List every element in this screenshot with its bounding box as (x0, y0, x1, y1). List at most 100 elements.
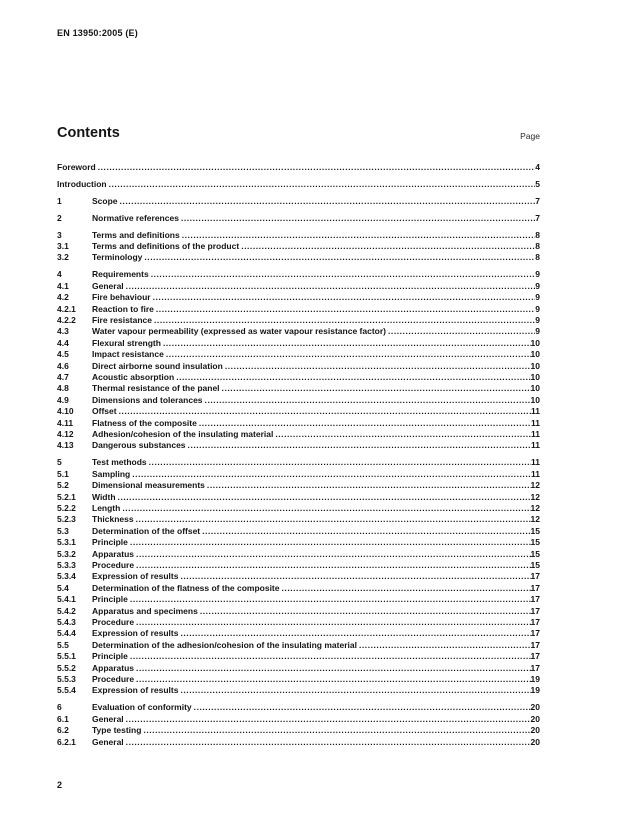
toc-entry-page: 9 (535, 303, 540, 314)
toc-entry: 6.2 Type testing 20 (57, 725, 540, 736)
toc-group: 5 Test methods 11 5.1 Sampling 11 5.2 Di… (57, 457, 540, 697)
toc-entry-number: 5.4.3 (57, 617, 76, 628)
toc-entry-number: 5 (57, 457, 62, 468)
toc-entry-page: 12 (530, 514, 540, 525)
toc-entry-page: 17 (530, 605, 540, 616)
toc-entry: 4.7 Acoustic absorption 10 (57, 372, 540, 383)
toc-entry-page: 10 (530, 349, 540, 360)
toc-entry-page: 15 (530, 525, 540, 536)
toc-entry-number: 5.2 (57, 480, 69, 491)
toc-dot-leader-icon (119, 406, 531, 417)
toc-entry: 5.5.1 Principle 17 (57, 651, 540, 662)
toc-entry-page: 8 (535, 252, 540, 263)
toc-entry-title: Introduction (57, 178, 107, 189)
toc-entry-number: 4.1 (57, 280, 69, 291)
page-column-label: Page (520, 131, 540, 141)
toc-dot-leader-icon (200, 606, 531, 617)
toc-group: Introduction 5 (57, 179, 540, 190)
toc-dot-leader-icon (149, 457, 531, 468)
toc-entry-page: 17 (530, 617, 540, 628)
toc-entry-title: Dimensional measurements (92, 480, 205, 491)
toc-entry-number: 5.5.1 (57, 651, 76, 662)
toc-entry: 1 Scope 7 (57, 196, 540, 207)
toc-entry-title: Impact resistance (92, 349, 164, 360)
toc-entry-page: 17 (530, 571, 540, 582)
toc-entry-page: 17 (530, 639, 540, 650)
toc-dot-leader-icon (126, 714, 531, 725)
toc-entry-number: 5.4.1 (57, 594, 76, 605)
toc-entry-title: General (92, 713, 124, 724)
toc-entry-title: Procedure (92, 674, 135, 685)
toc-dot-leader-icon (282, 583, 531, 594)
toc-entry: 4.6 Direct airborne sound insulation 10 (57, 361, 540, 372)
toc-dot-leader-icon (153, 292, 536, 303)
toc-entry-page: 11 (531, 457, 540, 468)
toc-dot-leader-icon (176, 372, 530, 383)
toc-entry-number: 5.5.2 (57, 662, 76, 673)
toc-entry-page: 9 (535, 280, 540, 291)
toc-entry: 5.4 Determination of the flatness of the… (57, 583, 540, 594)
toc-dot-leader-icon (136, 549, 530, 560)
toc-entry-title: Principle (92, 651, 128, 662)
toc-entry-page: 7 (535, 195, 540, 206)
toc-dot-leader-icon (181, 213, 535, 224)
toc-dot-leader-icon (136, 560, 530, 571)
toc-entry-number: 4.7 (57, 372, 69, 382)
toc-entry: 5.2.3 Thickness 12 (57, 514, 540, 525)
toc-entry: 5 Test methods 11 (57, 457, 540, 468)
toc-entry-title: Terminology (92, 252, 143, 263)
toc-dot-leader-icon (180, 685, 530, 696)
toc-entry-number: 5.3.2 (57, 548, 76, 559)
toc-entry-page: 11 (531, 406, 540, 417)
toc-entry: 5.2.2 Length 12 (57, 503, 540, 514)
toc-dot-leader-icon (126, 281, 536, 292)
toc-entry: 4.3 Water vapour permeability (expressed… (57, 326, 540, 337)
toc-entry-number: 4.11 (57, 417, 74, 428)
toc-entry-page: 4 (535, 162, 540, 172)
toc-entry: 4.10 Offset 11 (57, 406, 540, 417)
toc-entry: 5.3.2 Apparatus 15 (57, 549, 540, 560)
toc-entry-title: Flatness of the composite (92, 417, 197, 428)
toc-entry-number: 5.2.2 (57, 502, 76, 513)
toc-entry: 4.2 Fire behaviour 9 (57, 292, 540, 303)
toc-entry-number: 5.3 (57, 525, 69, 536)
toc-entry-number: 5.5.4 (57, 685, 76, 696)
toc-entry: 5.1 Sampling 11 (57, 469, 540, 480)
toc-entry-page: 17 (530, 662, 540, 673)
toc-entry-number: 1 (57, 195, 62, 206)
toc-dot-leader-icon (136, 617, 530, 628)
toc-entry-title: Length (92, 502, 121, 513)
toc-dot-leader-icon (126, 737, 531, 748)
toc-entry-number: 5.3.3 (57, 560, 76, 570)
toc-entry-page: 10 (530, 360, 540, 371)
toc-entry: Introduction 5 (57, 179, 540, 190)
toc-entry-title: General (92, 280, 124, 291)
toc-entry: 5.5.4 Expression of results 19 (57, 685, 540, 696)
toc-entry-number: 4.13 (57, 440, 74, 451)
toc-entry-number: 5.3.4 (57, 571, 76, 582)
toc-entry-number: 4.9 (57, 394, 69, 405)
toc-entry-number: 5.4.2 (57, 605, 76, 616)
toc-dot-leader-icon (182, 230, 536, 241)
toc-entry: 4.1 General 9 (57, 281, 540, 292)
toc-entry-number: 4.2 (57, 292, 69, 303)
toc-entry-number: 3.2 (57, 252, 69, 263)
toc-entry: 5.3.3 Procedure 15 (57, 560, 540, 571)
toc-entry: 4.11 Flatness of the composite 11 (57, 418, 540, 429)
toc-entry-page: 9 (535, 292, 540, 303)
toc-entry-page: 17 (530, 594, 540, 605)
toc-entry-page: 10 (530, 383, 540, 394)
toc-entry-page: 9 (535, 269, 540, 280)
toc-entry-number: 5.2.3 (57, 514, 76, 525)
toc-entry: 6 Evaluation of conformity 20 (57, 702, 540, 713)
toc-entry: 5.3.4 Expression of results 17 (57, 571, 540, 582)
toc-entry: 3 Terms and definitions 8 (57, 230, 540, 241)
toc-entry-page: 12 (530, 480, 540, 491)
toc-entry: 4.13 Dangerous substances 11 (57, 440, 540, 451)
toc-dot-leader-icon (130, 537, 531, 548)
toc-entry: 5.4.2 Apparatus and specimens 17 (57, 606, 540, 617)
toc-entry: 3.2 Terminology 8 (57, 252, 540, 263)
toc-entry-page: 20 (530, 713, 540, 724)
toc-dot-leader-icon (120, 196, 536, 207)
toc-entry: 4.9 Dimensions and tolerances 10 (57, 395, 540, 406)
